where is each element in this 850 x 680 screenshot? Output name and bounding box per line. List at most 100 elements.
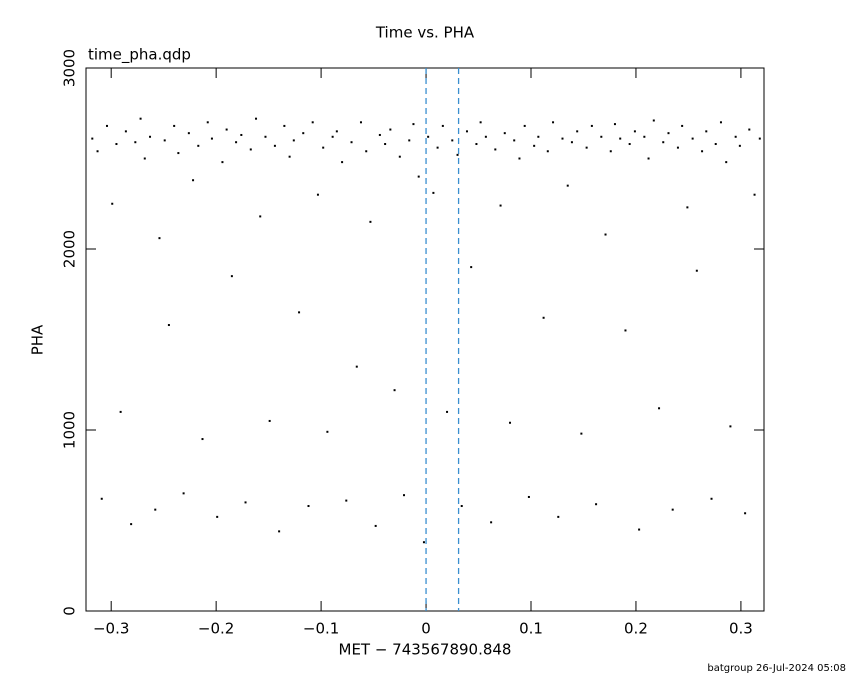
point — [369, 220, 372, 223]
point — [154, 508, 157, 511]
point — [475, 143, 478, 146]
point — [264, 135, 267, 138]
point — [398, 155, 401, 158]
point — [518, 157, 521, 160]
point — [701, 150, 704, 153]
point — [470, 266, 473, 269]
point — [748, 128, 751, 131]
point — [705, 130, 708, 133]
point — [729, 425, 732, 428]
point — [206, 121, 209, 124]
point — [432, 191, 435, 194]
y-tick-label: 0 — [61, 606, 79, 616]
point — [210, 137, 213, 140]
point — [725, 161, 728, 164]
point — [465, 130, 468, 133]
point — [384, 143, 387, 146]
point — [513, 139, 516, 142]
point — [714, 143, 717, 146]
point — [278, 530, 281, 533]
point — [197, 144, 200, 147]
point — [619, 137, 622, 140]
point — [389, 128, 392, 131]
point — [322, 146, 325, 149]
point — [307, 505, 310, 508]
point — [365, 150, 368, 153]
point — [374, 524, 377, 527]
plot-frame — [85, 67, 765, 612]
point — [490, 521, 493, 524]
point — [499, 204, 502, 207]
point — [403, 494, 406, 497]
point — [240, 133, 243, 136]
point — [192, 179, 195, 182]
y-tick-label: 2000 — [61, 230, 79, 268]
point — [533, 144, 536, 147]
point — [393, 389, 396, 392]
point — [119, 410, 122, 413]
point — [503, 132, 506, 135]
point — [249, 148, 252, 151]
point — [527, 495, 530, 498]
point — [446, 410, 449, 413]
point — [451, 139, 454, 142]
point — [96, 150, 99, 153]
point — [225, 128, 228, 131]
point — [658, 407, 661, 410]
point — [311, 121, 314, 124]
point — [100, 497, 103, 500]
point — [335, 130, 338, 133]
point — [580, 432, 583, 435]
x-tick-label: 0 — [421, 620, 431, 638]
point — [628, 143, 631, 146]
point — [552, 121, 555, 124]
point — [91, 137, 94, 140]
point — [441, 124, 444, 127]
point — [173, 124, 176, 127]
point — [719, 121, 722, 124]
point — [345, 499, 348, 502]
point — [115, 143, 118, 146]
point — [570, 141, 573, 144]
point — [710, 497, 713, 500]
point — [427, 135, 430, 138]
y-axis-label: PHA — [29, 324, 47, 355]
point — [259, 215, 262, 218]
point — [139, 117, 142, 120]
y-tick-label: 1000 — [61, 411, 79, 449]
point — [268, 419, 271, 422]
point — [292, 139, 295, 142]
point — [494, 148, 497, 151]
footer: batgroup 26-Jul-2024 05:08 — [707, 663, 846, 674]
point — [681, 124, 684, 127]
point — [111, 202, 114, 205]
x-axis-label: MET − 743567890.848 — [339, 641, 512, 659]
point — [378, 133, 381, 136]
x-tick-label: 0.2 — [624, 620, 648, 638]
x-tick-label: −0.1 — [303, 620, 339, 638]
point — [613, 123, 616, 126]
point — [298, 311, 301, 314]
point — [408, 139, 411, 142]
point — [163, 139, 166, 142]
x-tick-label: −0.3 — [93, 620, 129, 638]
point — [124, 130, 127, 133]
point — [235, 141, 238, 144]
point — [624, 329, 627, 332]
point — [350, 141, 353, 144]
y-tick-label: 3000 — [61, 49, 79, 87]
point — [456, 153, 459, 156]
point — [221, 161, 224, 164]
point — [647, 157, 650, 160]
point — [201, 438, 204, 441]
point — [667, 132, 670, 135]
point — [638, 528, 641, 531]
chart-subtitle: time_pha.qdp — [88, 46, 191, 65]
chart-title: Time vs. PHA — [375, 24, 475, 42]
point — [744, 512, 747, 515]
point — [341, 161, 344, 164]
point — [182, 492, 185, 495]
point — [359, 121, 362, 124]
